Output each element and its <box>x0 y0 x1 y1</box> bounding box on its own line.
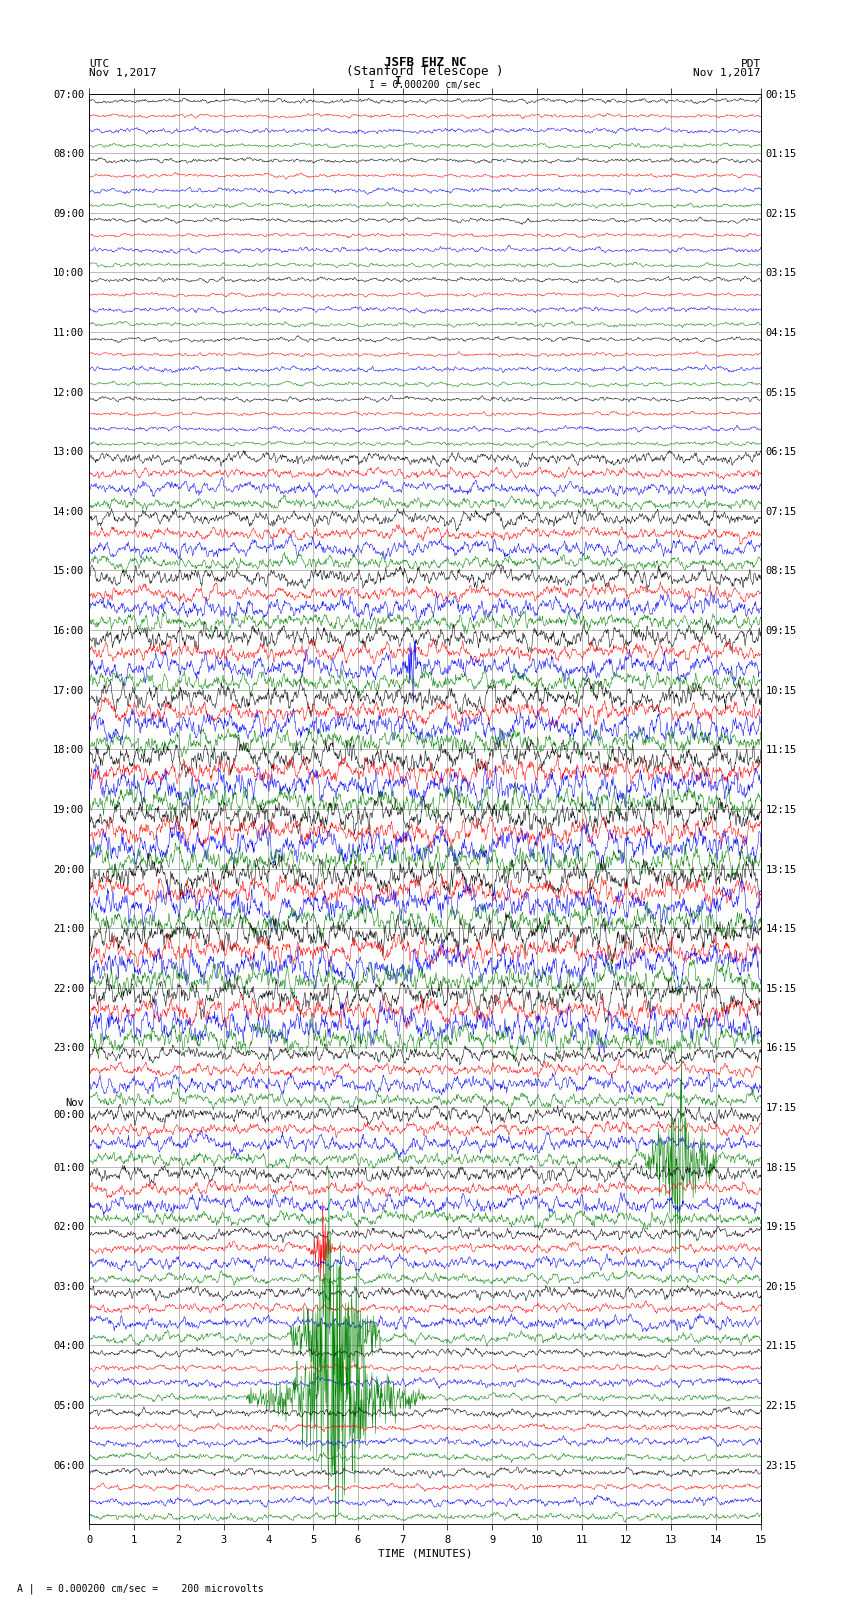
Text: Nov 1,2017: Nov 1,2017 <box>694 68 761 77</box>
Text: JSFB EHZ NC: JSFB EHZ NC <box>383 55 467 69</box>
Text: I: I <box>394 76 401 85</box>
Text: Nov 1,2017: Nov 1,2017 <box>89 68 156 77</box>
Text: UTC: UTC <box>89 58 110 69</box>
X-axis label: TIME (MINUTES): TIME (MINUTES) <box>377 1548 473 1558</box>
Text: A |  = 0.000200 cm/sec =    200 microvolts: A | = 0.000200 cm/sec = 200 microvolts <box>17 1582 264 1594</box>
Text: PDT: PDT <box>740 58 761 69</box>
Text: (Stanford Telescope ): (Stanford Telescope ) <box>346 65 504 77</box>
Text: I = 0.000200 cm/sec: I = 0.000200 cm/sec <box>369 79 481 90</box>
